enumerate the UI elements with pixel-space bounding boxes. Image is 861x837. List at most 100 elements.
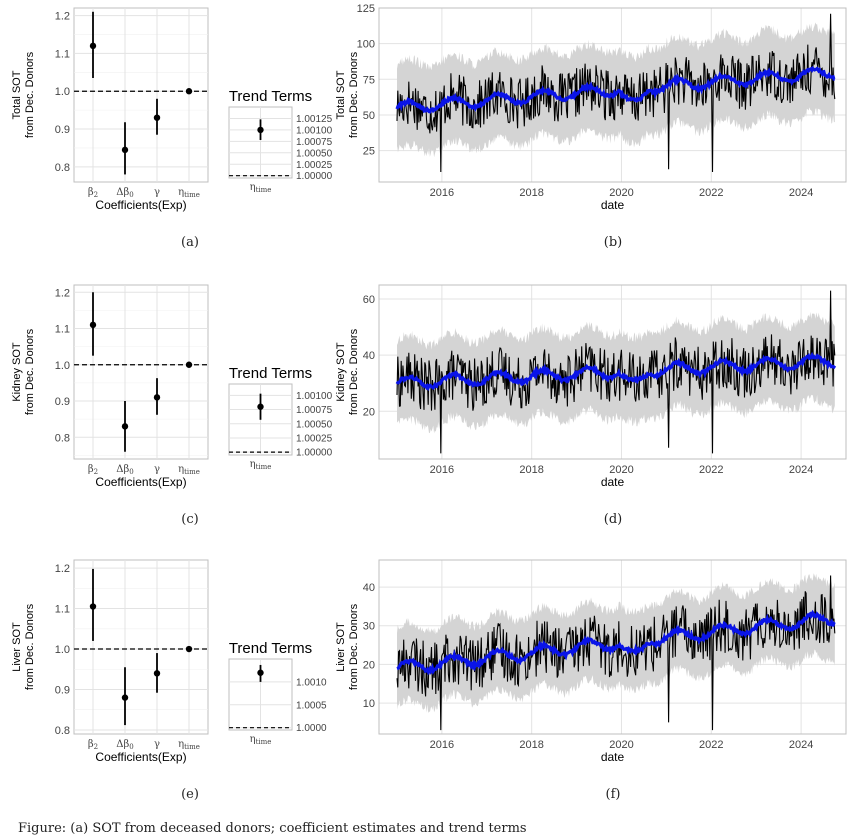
subfigure-label-left: (a) <box>181 235 199 250</box>
series-ytick-label: 30 <box>363 621 375 633</box>
coef-xtick-label: γ <box>154 187 160 198</box>
coef-ytick-label: 0.9 <box>55 124 70 136</box>
series-panel-frame <box>378 7 847 183</box>
coef-point-1 <box>89 603 97 610</box>
coef-xtick-label: ηtime <box>178 464 200 476</box>
coef-ylabel: Total SOT from Dec. Donors <box>11 51 36 138</box>
coef-ytick-label: 0.9 <box>55 396 70 408</box>
coef-ytick-label: 1.2 <box>55 11 70 23</box>
trend-ytick-label: 1.0005 <box>296 700 327 711</box>
coef-point-3 <box>153 114 161 121</box>
coef-ylabel: Kidney SOT from Dec. Donors <box>11 328 36 415</box>
series-xtick-label: 2022 <box>699 464 723 476</box>
series-ylabel-line-2: from Dec. Donors <box>348 603 360 690</box>
series-xlabel: date <box>601 475 625 489</box>
coef-xtick-label: β2 <box>88 739 98 751</box>
subfigure-label-right: (f) <box>606 787 621 802</box>
coef-ylabel-line-1: Kidney SOT <box>11 342 23 402</box>
trend-xtick-label: ηtime <box>250 459 272 471</box>
trend-ytick-label: 1.00050 <box>296 419 333 430</box>
series-fitted-line <box>396 609 836 676</box>
series-xtick-label: 2024 <box>789 464 813 476</box>
figure-row-2: 0.80.91.01.11.2β2 Δβ0 γ ηtimeCoefficients(E… <box>11 284 847 527</box>
coef-xtick-label: ηtime <box>178 739 200 751</box>
series-ylabel: Kidney SOT from Dec. Donors <box>335 328 360 415</box>
series-xtick-label: 2024 <box>789 739 813 751</box>
trend-ytick-label: 1.00125 <box>296 114 333 125</box>
coef-ylabel-line-2: from Dec. Donors <box>24 328 36 415</box>
series-xtick-label: 2016 <box>430 739 454 751</box>
series-ytick-label: 100 <box>357 39 375 51</box>
trend-ytick-label: 1.00100 <box>296 125 333 136</box>
trend-ytick-label: 1.00025 <box>296 160 333 171</box>
subfigure-label-right: (d) <box>604 512 622 527</box>
series-panel-frame <box>378 559 847 735</box>
trend-point <box>257 669 264 676</box>
coef-point-2 <box>121 146 129 154</box>
trend-ytick-label: 1.00050 <box>296 148 333 159</box>
trend-point <box>257 126 264 134</box>
trend-ytick-label: 1.0000 <box>296 723 327 734</box>
coef-ylabel: Liver SOT from Dec. Donors <box>11 603 36 690</box>
coef-ytick-label: 1.0 <box>55 86 70 98</box>
series-ytick-label: 60 <box>363 294 375 306</box>
series-xtick-label: 2018 <box>519 739 543 751</box>
coef-ytick-label: 1.1 <box>55 48 70 60</box>
coef-point-2 <box>121 694 129 701</box>
series-prediction-band <box>397 311 835 434</box>
coef-ylabel-line-1: Liver SOT <box>11 622 23 672</box>
figure-caption: Figure: (a) SOT from deceased donors; co… <box>18 821 527 836</box>
series-ytick-label: 40 <box>363 582 375 594</box>
coef-point-4 <box>185 361 193 368</box>
trend-ytick-label: 1.00000 <box>296 171 333 182</box>
coef-point-4 <box>185 88 193 95</box>
series-ylabel: Total SOT from Dec. Donors <box>335 51 360 138</box>
series-ylabel-line-1: Liver SOT <box>335 622 347 672</box>
coef-ytick-label: 1.0 <box>55 360 70 372</box>
coef-xtick-label: Δβ0 <box>116 739 133 751</box>
trend-point <box>257 403 264 410</box>
coef-ytick-label: 1.2 <box>55 563 70 575</box>
coef-point-1 <box>89 321 97 329</box>
series-ytick-label: 10 <box>363 698 375 710</box>
series-xtick-label: 2016 <box>430 464 454 476</box>
trend-title: Trend Terms <box>229 88 312 105</box>
series-ylabel: Liver SOT from Dec. Donors <box>335 603 360 690</box>
trend-ytick-label: 1.00025 <box>296 433 333 444</box>
series-xtick-label: 2022 <box>699 187 723 199</box>
series-ytick-label: 40 <box>363 350 375 362</box>
series-xtick-label: 2022 <box>699 739 723 751</box>
trend-title: Trend Terms <box>229 640 312 657</box>
coef-ylabel-line-1: Total SOT <box>11 70 23 119</box>
series-fitted-line <box>395 351 837 392</box>
series-xtick-label: 2020 <box>609 464 633 476</box>
coef-xtick-label: Δβ0 <box>116 464 133 476</box>
coef-xtick-label: γ <box>154 464 160 475</box>
coef-panel-bg <box>73 284 209 460</box>
series-ylabel-line-2: from Dec. Donors <box>348 328 360 415</box>
series-ylabel-line-1: Total SOT <box>335 70 347 119</box>
coef-panel-bg <box>73 7 209 183</box>
trend-ytick-label: 1.00075 <box>296 137 333 148</box>
subfigure-label-left: (e) <box>181 787 199 802</box>
series-ytick-label: 50 <box>363 110 375 122</box>
series-xtick-label: 2020 <box>609 739 633 751</box>
trend-xtick-label: ηtime <box>250 182 272 194</box>
series-xtick-label: 2016 <box>430 187 454 199</box>
coef-panel-bg <box>73 559 209 735</box>
coef-ytick-label: 0.9 <box>55 684 70 696</box>
coef-point-3 <box>153 670 161 677</box>
figure-row-1: 0.80.91.01.11.2β2 Δβ0 γ ηtimeCoefficients(E… <box>11 3 847 250</box>
series-xtick-label: 2018 <box>519 464 543 476</box>
trend-ytick-label: 1.0010 <box>296 677 327 688</box>
coef-xtick-label: Δβ0 <box>116 187 133 199</box>
coef-ytick-label: 0.8 <box>55 432 70 444</box>
subfigure-label-left: (c) <box>181 512 198 527</box>
coef-xlabel: Coefficients(Exp) <box>95 198 186 212</box>
series-observed-line <box>396 575 836 731</box>
coef-point-3 <box>153 394 161 401</box>
coef-point-2 <box>121 423 129 430</box>
series-panel-frame <box>378 284 847 460</box>
coef-ytick-label: 1.0 <box>55 644 70 656</box>
coef-ylabel-line-2: from Dec. Donors <box>24 603 36 690</box>
